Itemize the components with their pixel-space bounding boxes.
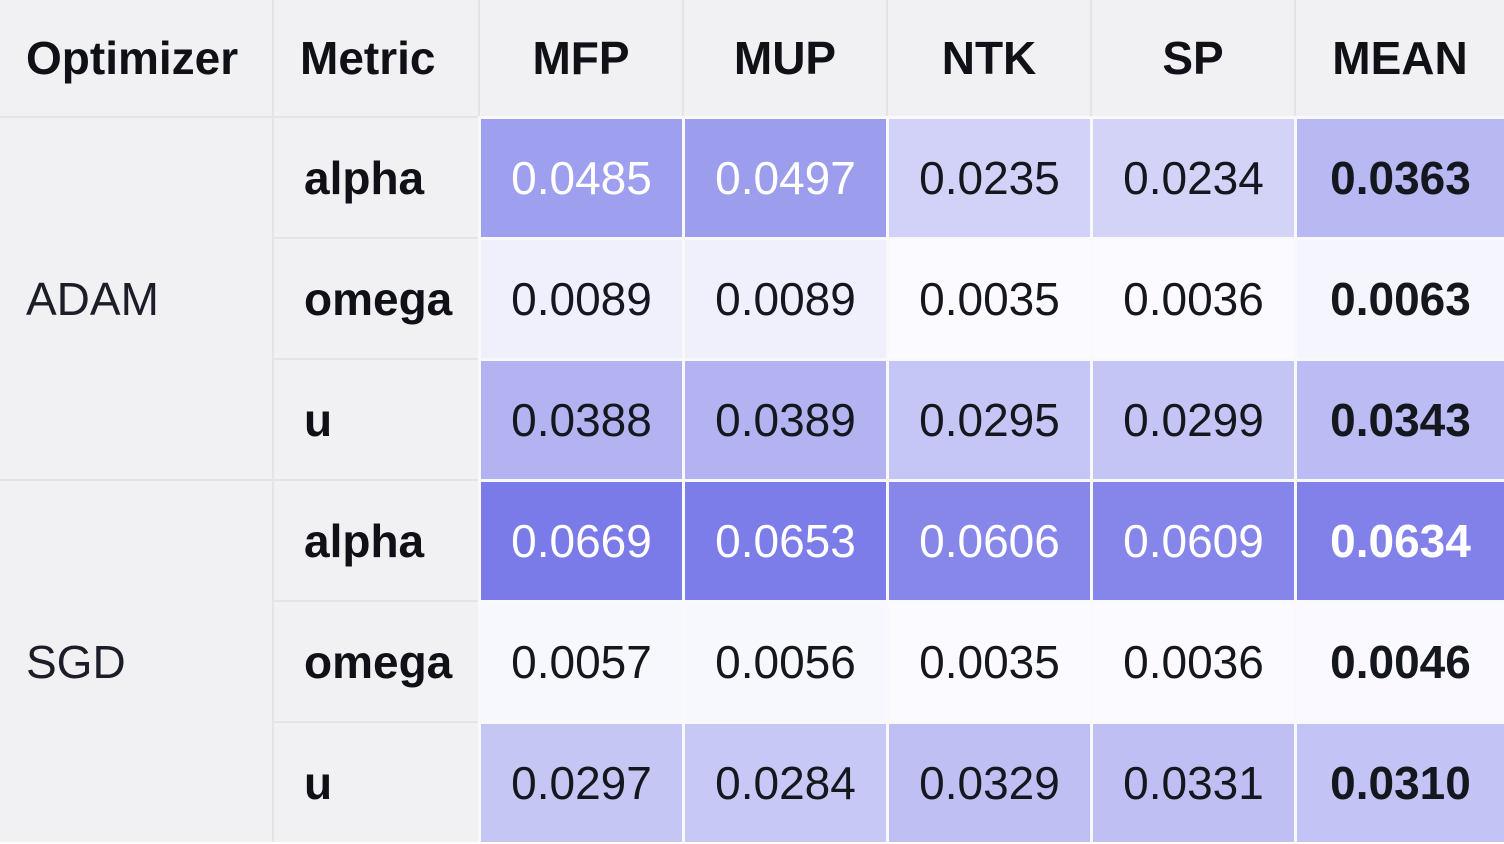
column-header-optimizer: Optimizer [0,0,272,116]
heat-cell-sgd-omega-ntk: 0.0035 [886,600,1090,721]
heat-cell-adam-u-sp: 0.0299 [1090,358,1294,479]
heat-cell-sgd-omega-mean: 0.0046 [1294,600,1504,721]
heat-cell-adam-u-mfp: 0.0388 [478,358,682,479]
metric-label-adam-alpha: alpha [272,116,478,237]
metric-label-sgd-alpha: alpha [272,479,478,600]
heat-cell-adam-omega-mup: 0.0089 [682,237,886,358]
metric-label-adam-u: u [272,358,478,479]
heat-cell-adam-omega-ntk: 0.0035 [886,237,1090,358]
heat-cell-sgd-u-ntk: 0.0329 [886,721,1090,842]
heat-cell-sgd-u-sp: 0.0331 [1090,721,1294,842]
heat-cell-adam-alpha-mean: 0.0363 [1294,116,1504,237]
heat-cell-sgd-u-mean: 0.0310 [1294,721,1504,842]
column-header-mean: MEAN [1294,0,1504,116]
table-row-adam-omega: omega 0.0089 0.0089 0.0035 0.0036 0.0063 [0,237,1504,358]
heat-cell-adam-omega-sp: 0.0036 [1090,237,1294,358]
header-row: Optimizer Metric MFP MUP NTK SP MEAN [0,0,1504,116]
metric-label-sgd-u: u [272,721,478,842]
heat-cell-adam-u-mup: 0.0389 [682,358,886,479]
heat-cell-sgd-omega-mup: 0.0056 [682,600,886,721]
metric-label-adam-omega: omega [272,237,478,358]
table-row-sgd-u: u 0.0297 0.0284 0.0329 0.0331 0.0310 [0,721,1504,842]
heat-cell-sgd-alpha-ntk: 0.0606 [886,479,1090,600]
column-header-sp: SP [1090,0,1294,116]
optimizer-group-label-sgd: SGD [0,479,272,842]
heat-cell-adam-u-mean: 0.0343 [1294,358,1504,479]
heat-cell-adam-alpha-sp: 0.0234 [1090,116,1294,237]
table-row-adam-u: u 0.0388 0.0389 0.0295 0.0299 0.0343 [0,358,1504,479]
heat-cell-sgd-alpha-mean: 0.0634 [1294,479,1504,600]
heat-cell-adam-alpha-mup: 0.0497 [682,116,886,237]
heat-cell-sgd-alpha-mfp: 0.0669 [478,479,682,600]
table-row-sgd-alpha: SGD alpha 0.0669 0.0653 0.0606 0.0609 0.0634 [0,479,1504,842]
optimizer-group-label-adam: ADAM [0,116,272,479]
heat-cell-sgd-alpha-mup: 0.0653 [682,479,886,600]
heat-cell-adam-alpha-mfp: 0.0485 [478,116,682,237]
heat-cell-adam-omega-mfp: 0.0089 [478,237,682,358]
heat-cell-sgd-alpha-sp: 0.0609 [1090,479,1294,600]
column-header-metric: Metric [272,0,478,116]
heat-cell-adam-u-ntk: 0.0295 [886,358,1090,479]
heat-cell-sgd-u-mfp: 0.0297 [478,721,682,842]
metric-label-sgd-omega: omega [272,600,478,721]
column-header-mup: MUP [682,0,886,116]
heat-cell-adam-alpha-ntk: 0.0235 [886,116,1090,237]
column-header-mfp: MFP [478,0,682,116]
heat-cell-sgd-omega-mfp: 0.0057 [478,600,682,721]
heat-cell-sgd-u-mup: 0.0284 [682,721,886,842]
heat-cell-adam-omega-mean: 0.0063 [1294,237,1504,358]
heat-cell-sgd-omega-sp: 0.0036 [1090,600,1294,721]
column-header-ntk: NTK [886,0,1090,116]
table-row-sgd-omega: omega 0.0057 0.0056 0.0035 0.0036 0.0046 [0,600,1504,721]
table-row-adam-alpha: ADAM alpha 0.0485 0.0497 0.0235 0.0234 0.0363 [0,116,1504,479]
